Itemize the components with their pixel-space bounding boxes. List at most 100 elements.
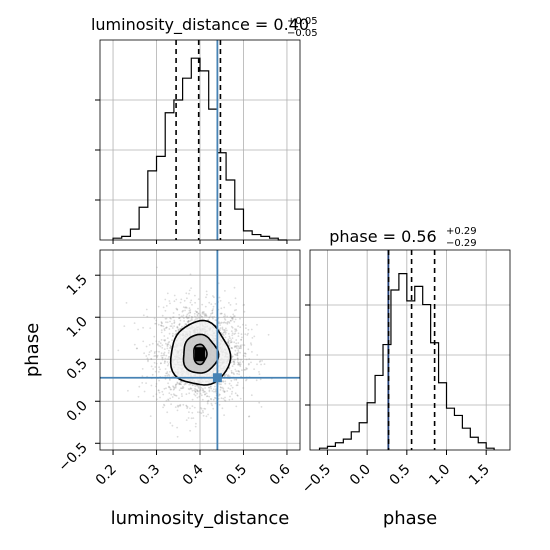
- phase-histogram-step: [318, 273, 495, 450]
- joint-sample-point: [145, 355, 148, 357]
- joint-sample-point: [237, 370, 240, 373]
- joint-sample-point: [244, 352, 247, 355]
- joint-sample-point: [259, 360, 262, 362]
- joint-sample-point: [204, 393, 206, 396]
- joint-sample-point: [184, 383, 187, 385]
- joint-sample-point: [231, 316, 234, 319]
- joint-sample-point: [196, 317, 199, 320]
- joint-sample-point: [164, 357, 167, 360]
- joint-sample-point: [169, 347, 171, 349]
- joint-sample-point: [231, 337, 234, 339]
- joint-sample-point: [184, 382, 187, 384]
- joint-sample-point: [209, 315, 212, 318]
- joint-sample-point: [235, 328, 238, 331]
- joint-sample-point: [127, 389, 129, 392]
- joint-sample-point: [211, 316, 214, 318]
- joint-sample-point: [243, 352, 246, 355]
- joint-sample-point: [176, 426, 179, 429]
- joint-sample-point: [235, 329, 238, 332]
- joint-sample-point: [239, 365, 242, 368]
- joint-sample-point: [191, 411, 194, 414]
- joint-sample-point: [226, 323, 229, 325]
- joint-sample-point: [193, 315, 196, 318]
- joint-sample-point: [220, 321, 223, 324]
- joint-sample-point: [150, 384, 153, 387]
- joint-sample-point: [155, 340, 158, 343]
- joint-sample-point: [212, 316, 214, 318]
- joint-sample-point: [199, 389, 202, 392]
- joint-sample-point: [221, 333, 224, 335]
- joint-sample-point: [136, 347, 139, 350]
- joint-sample-point: [196, 389, 199, 392]
- lumdist-marginal-panel: luminosity_distance = 0.40 +0.05 −0.05: [91, 15, 318, 244]
- joint-sample-point: [230, 384, 233, 387]
- joint-sample-point: [199, 388, 202, 391]
- joint-sample-point: [195, 311, 198, 314]
- joint-sample-point: [211, 390, 214, 392]
- joint-sample-point: [212, 295, 214, 297]
- joint-sample-point: [201, 387, 204, 390]
- joint-sample-point: [148, 344, 151, 346]
- joint-sample-point: [223, 306, 226, 309]
- joint-sample-point: [196, 396, 199, 399]
- joint-sample-point: [247, 363, 250, 366]
- joint-sample-point: [228, 343, 231, 345]
- joint-sample-point: [171, 322, 173, 325]
- joint-sample-point: [164, 298, 167, 301]
- joint-sample-point: [158, 340, 161, 343]
- joint-sample-point: [188, 411, 190, 413]
- joint-sample-point: [187, 312, 190, 315]
- joint-sample-point: [224, 329, 226, 332]
- joint-sample-point: [231, 347, 234, 350]
- joint-sample-point: [248, 415, 251, 418]
- joint-sample-point: [200, 316, 203, 318]
- joint-sample-point: [173, 300, 176, 303]
- joint-sample-point: [168, 332, 171, 335]
- joint-sample-point: [191, 398, 194, 401]
- joint-sample-point: [179, 316, 181, 319]
- joint-sample-point: [235, 303, 238, 305]
- joint-sample-point: [223, 321, 226, 324]
- joint-sample-point: [187, 320, 190, 322]
- joint-sample-point: [185, 323, 188, 326]
- joint-sample-point: [231, 317, 234, 320]
- joint-sample-point: [172, 388, 175, 391]
- joint-sample-point: [179, 328, 182, 330]
- joint-sample-point: [174, 330, 177, 332]
- joint-sample-point: [194, 301, 197, 304]
- joint-sample-point: [169, 325, 172, 328]
- joint-sample-point: [183, 317, 185, 320]
- joint-sample-point: [153, 352, 156, 355]
- joint-sample-point: [168, 386, 170, 388]
- joint-sample-point: [250, 342, 252, 345]
- joint-sample-point: [246, 334, 249, 336]
- joint-sample-point: [231, 332, 234, 335]
- lumdist-title: luminosity_distance = 0.40: [91, 15, 309, 35]
- joint-sample-point: [177, 329, 180, 331]
- joint-sample-point: [238, 363, 241, 366]
- joint-sample-point: [219, 324, 222, 326]
- joint-sample-point: [218, 393, 221, 396]
- joint-sample-point: [234, 332, 237, 335]
- joint-sample-point: [155, 319, 158, 322]
- joint-sample-point: [156, 266, 158, 269]
- joint-sample-point: [159, 396, 161, 399]
- joint-sample-point: [142, 326, 145, 329]
- joint-sample-point: [196, 389, 199, 392]
- joint-sample-point: [162, 306, 165, 309]
- joint-sample-point: [223, 374, 226, 377]
- joint-sample-point: [237, 351, 240, 353]
- joint-sample-point: [154, 322, 157, 325]
- joint-sample-point: [160, 339, 163, 341]
- joint-sample-point: [232, 372, 235, 375]
- joint-sample-point: [150, 365, 153, 368]
- joint-sample-point: [238, 347, 240, 350]
- joint-sample-point: [160, 324, 163, 327]
- joint-sample-point: [204, 387, 207, 389]
- joint-sample-point: [219, 386, 222, 389]
- joint-sample-point: [224, 374, 226, 377]
- joint-sample-point: [162, 325, 165, 328]
- joint-sample-point: [210, 402, 213, 405]
- joint-sample-point: [167, 399, 170, 402]
- joint-sample-point: [237, 335, 240, 337]
